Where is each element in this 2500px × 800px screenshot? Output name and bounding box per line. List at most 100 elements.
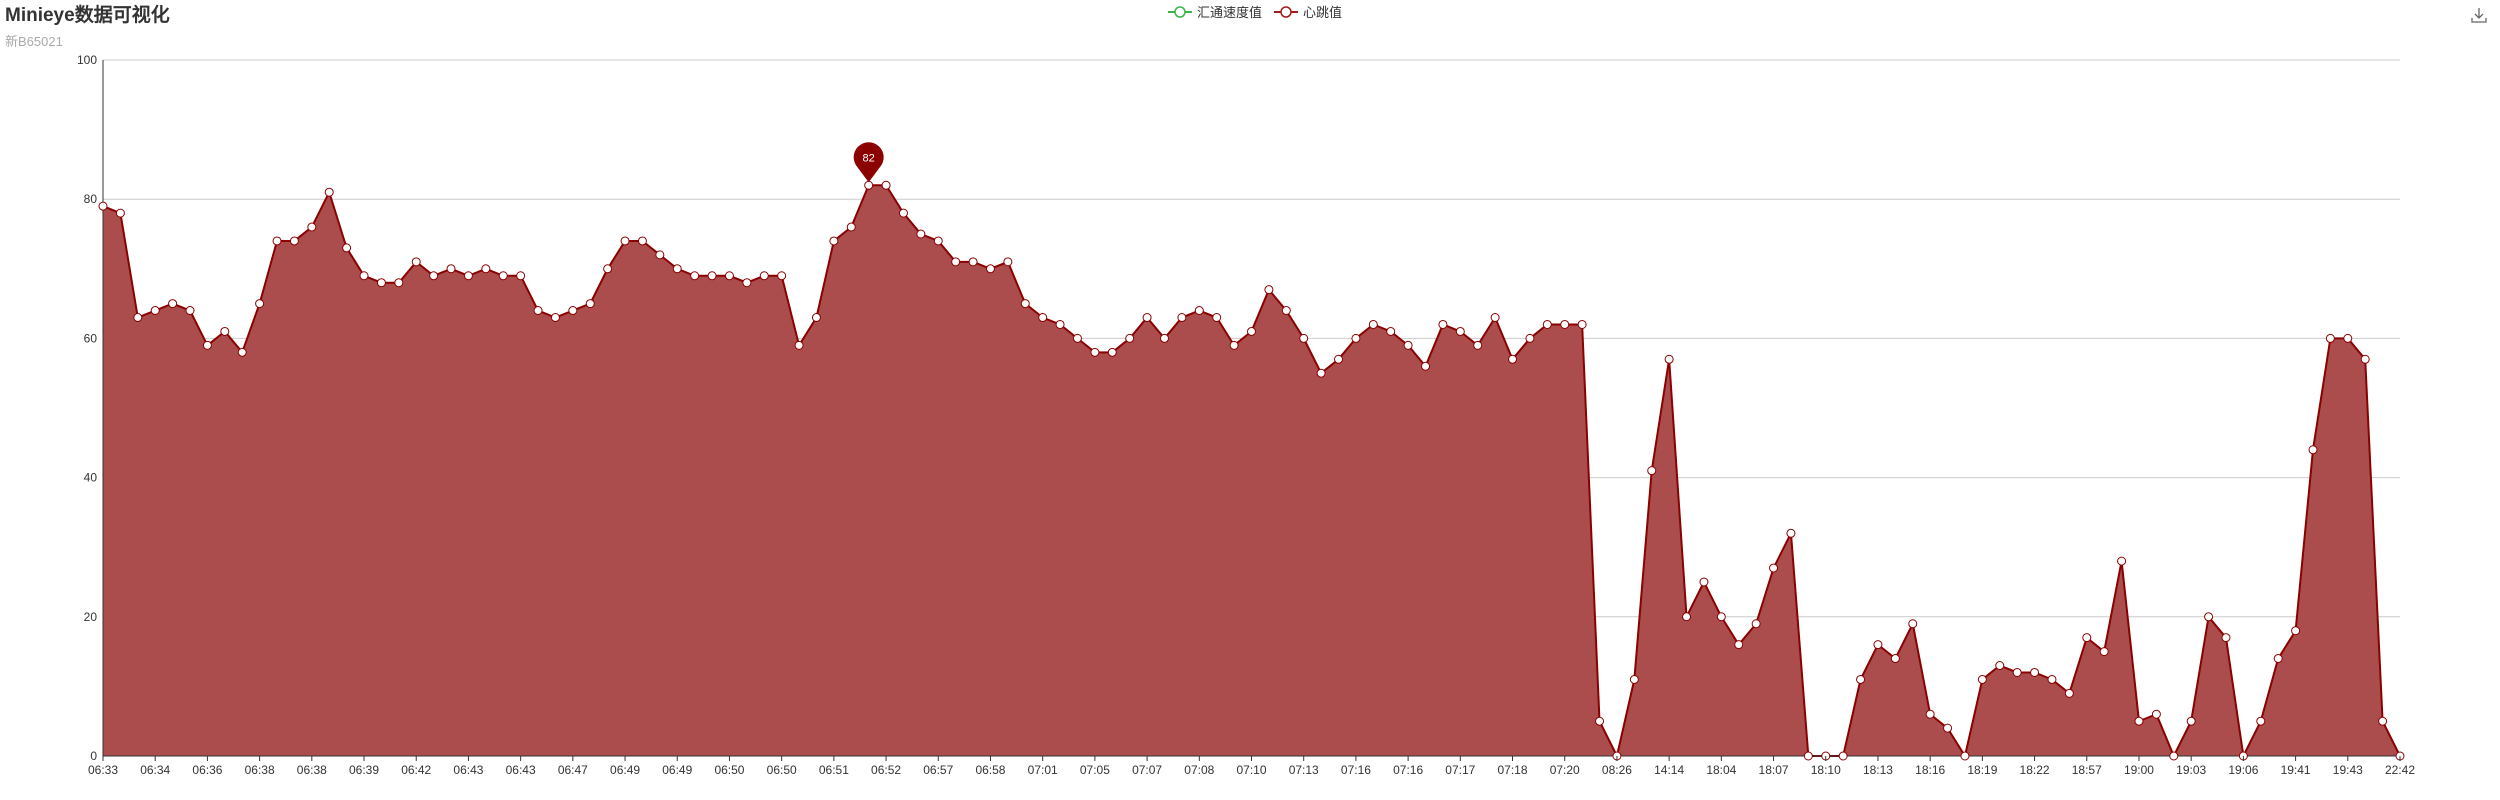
data-point [133,313,143,323]
data-point [1281,306,1291,316]
data-point [1890,654,1900,664]
data-point [2360,354,2370,364]
y-tick-label: 80 [84,192,98,206]
data-point [672,264,682,274]
x-tick-label: 06:34 [140,763,170,777]
data-point [2273,654,2283,664]
data-point [1003,257,1013,267]
data-point [1020,299,1030,309]
data-point [1455,326,1465,336]
data-point [1647,466,1657,476]
x-tick-label: 07:08 [1184,763,1214,777]
data-point [1577,319,1587,329]
data-point [2082,633,2092,643]
x-tick-label: 18:13 [1863,763,1893,777]
data-point [690,271,700,281]
data-point [1473,340,1483,350]
x-tick-label: 06:50 [767,763,797,777]
data-point [1786,528,1796,538]
x-tick-label: 07:01 [1028,763,1058,777]
y-tick-label: 40 [84,471,98,485]
data-point [1194,306,1204,316]
data-point [2169,751,2179,761]
data-point [411,257,421,267]
data-point [603,264,613,274]
chart-subtitle: 新B65021 [5,34,63,49]
x-tick-label: 06:43 [506,763,536,777]
data-point [846,222,856,232]
chart-title: Minieye数据可视化 [5,5,170,26]
data-point [2204,612,2214,622]
data-point [1682,612,1692,622]
data-point [1247,326,1256,336]
data-point [2047,674,2057,684]
data-point [168,299,178,309]
data-point [150,306,160,316]
save-image-button[interactable] [2470,6,2488,29]
data-point [1595,716,1605,726]
data-point [1038,313,1048,323]
data-point [1299,333,1309,343]
x-tick-label: 07:07 [1132,763,1162,777]
data-point [1908,619,1918,629]
data-point [1438,319,1448,329]
x-tick-label: 18:57 [2072,763,2102,777]
y-tick-label: 60 [84,331,98,345]
data-point [533,306,543,316]
x-tick-label: 06:50 [714,763,744,777]
data-point [1873,640,1883,650]
data-point [2186,716,2196,726]
data-point [2308,445,2318,455]
data-point [1664,354,1674,364]
data-point [1125,333,1135,343]
data-point [1751,619,1761,629]
x-tick-label: 18:04 [1706,763,1736,777]
data-point [1995,661,2005,671]
legend-label-heartbeat: 心跳值 [1303,5,1343,20]
data-point [1421,361,1431,371]
data-point [185,306,195,316]
data-point [759,271,769,281]
legend-label-speed: 汇通速度值 [1197,5,1263,20]
data-point [1629,674,1639,684]
legend-item-heartbeat[interactable]: 心跳值 [1274,2,1342,21]
data-point [637,236,647,246]
data-point [1925,709,1935,719]
legend-swatch-speed-icon [1168,5,1192,18]
data-point [1072,333,1082,343]
data-point [1334,354,1344,364]
x-tick-label: 07:16 [1393,763,1423,777]
data-point [1177,313,1187,323]
data-point [1508,354,1518,364]
data-point [2099,647,2109,657]
data-point [237,347,247,357]
data-point [655,250,665,260]
max-mark-label: 82 [863,152,875,164]
data-point [1142,313,1152,323]
legend-item-speed[interactable]: 汇通速度值 [1168,2,1262,21]
x-tick-label: 18:07 [1759,763,1789,777]
data-point [2291,626,2301,636]
data-point [620,236,630,246]
data-point [1977,674,1987,684]
data-point [1351,333,1361,343]
x-tick-label: 06:39 [349,763,379,777]
data-point [324,187,334,197]
data-point [2151,709,2161,719]
x-tick-label: 07:17 [1445,763,1475,777]
data-point [289,236,299,246]
data-point [1560,319,1570,329]
data-point [1716,612,1726,622]
data-point [968,257,978,267]
x-tick-label: 22:42 [2385,763,2415,777]
data-point [376,278,386,288]
data-point [864,180,874,190]
data-point [1229,340,1239,350]
data-point [1542,319,1552,329]
data-point [951,257,961,267]
data-point [342,243,352,253]
data-point [446,264,456,274]
data-point [916,229,926,239]
data-point [272,236,282,246]
